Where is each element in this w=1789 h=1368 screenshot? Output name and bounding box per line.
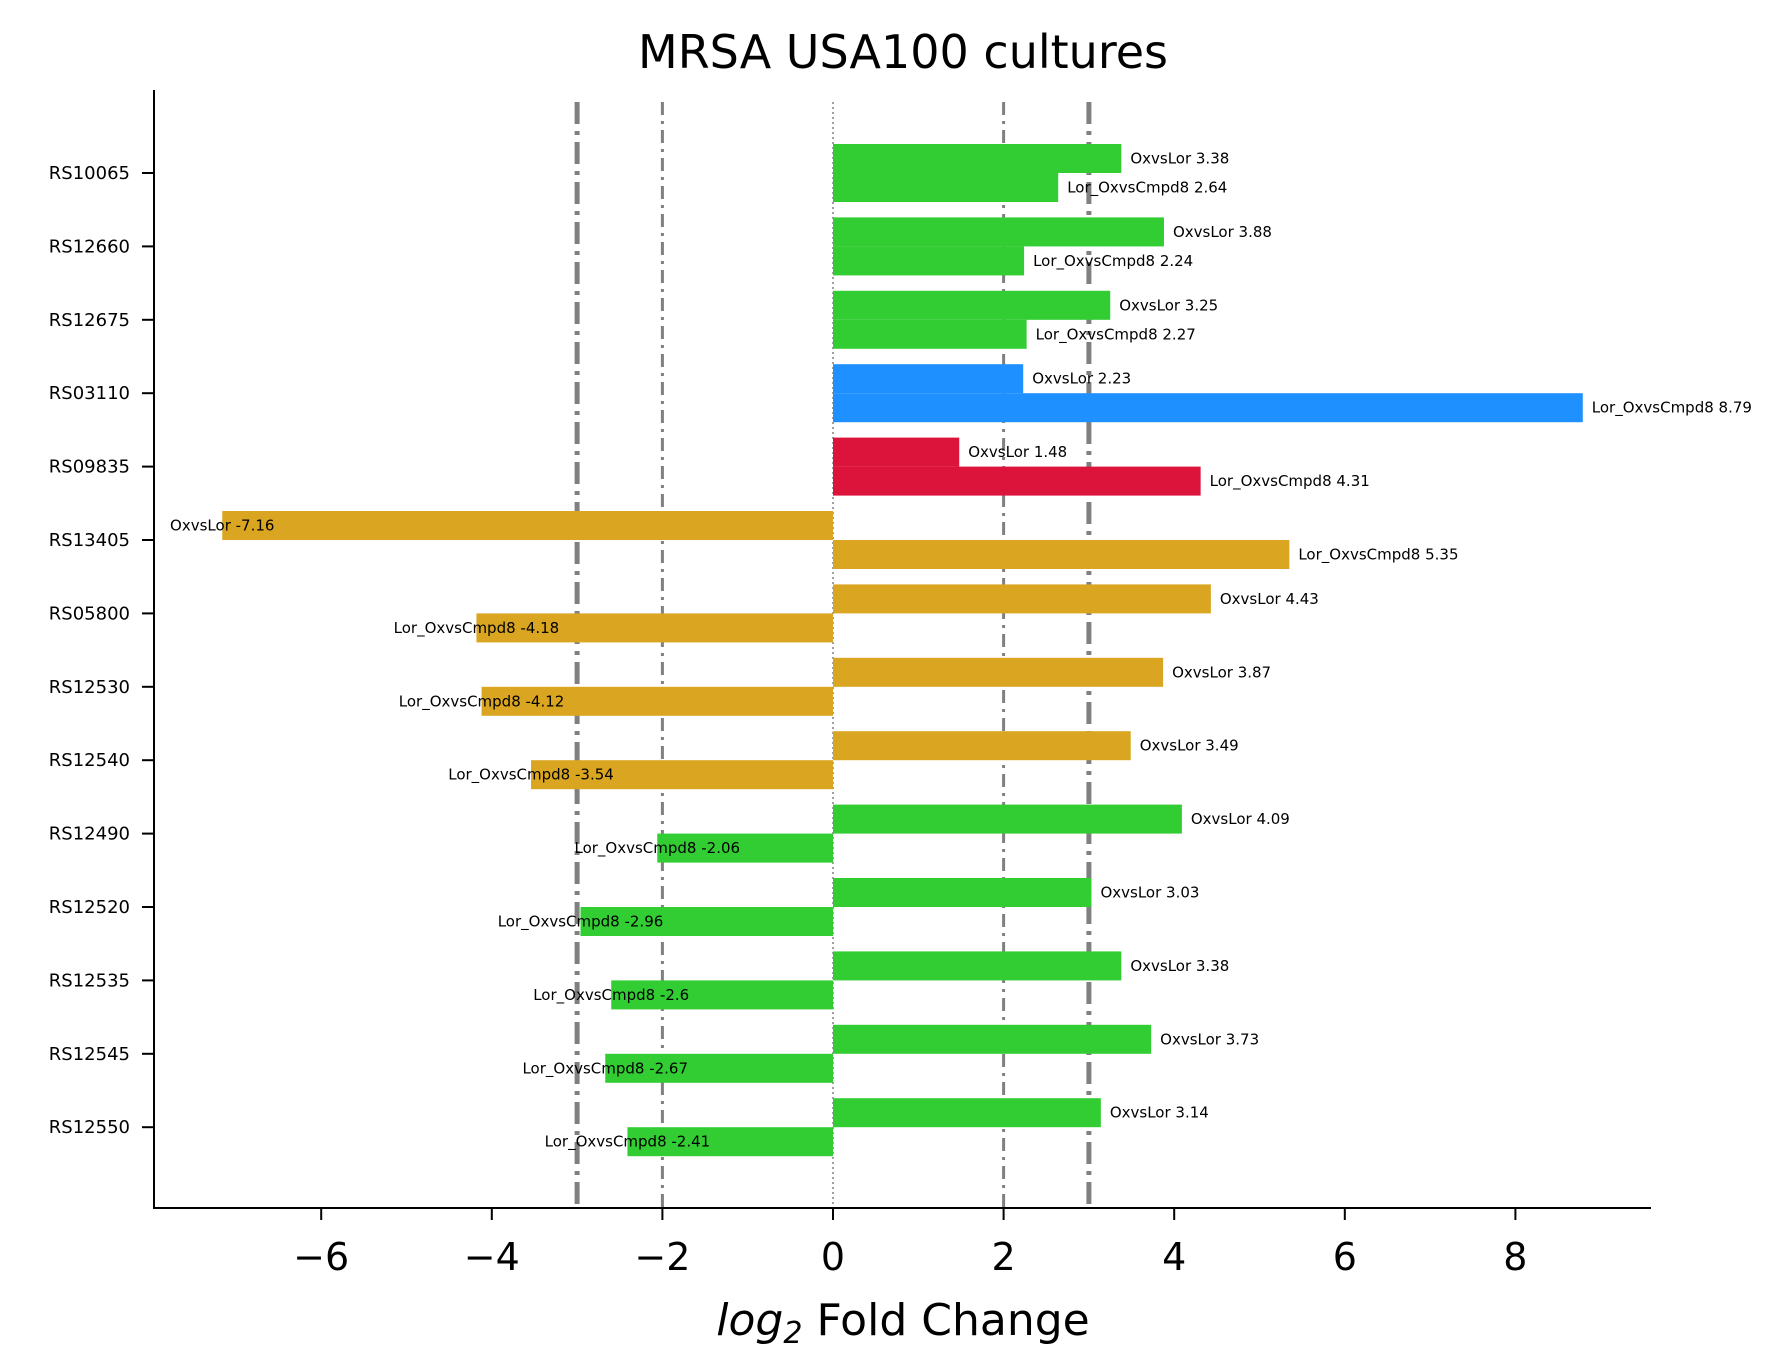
- x-axis-label: log2 Fold Change: [716, 1295, 1089, 1351]
- bar-rs12545-lor_oxvscmpd8: [605, 1053, 833, 1083]
- x-tick-label: 0: [821, 1235, 845, 1279]
- bar-label-rs13405-lor_oxvscmpd8: Lor_OxvsCmpd8 5.35: [1298, 546, 1458, 565]
- bar-label-rs12660-oxvslor: OxvsLor 3.88: [1173, 223, 1272, 241]
- reference-lines: [574, 102, 1092, 1208]
- bar-label-rs12535-lor_oxvscmpd8: Lor_OxvsCmpd8 -2.6: [533, 986, 689, 1005]
- x-tick-label: 4: [1162, 1235, 1186, 1279]
- bar-label-rs09835-oxvslor: OxvsLor 1.48: [968, 443, 1067, 461]
- bar-rs03110-oxvslor: [833, 364, 1024, 394]
- bar-label-rs10065-oxvslor: OxvsLor 3.38: [1130, 150, 1229, 168]
- bar-rs13405-lor_oxvscmpd8: [833, 540, 1290, 569]
- y-tick-label: RS12490: [49, 824, 130, 845]
- y-tick-label: RS12540: [49, 750, 130, 771]
- bar-rs09835-lor_oxvscmpd8: [833, 466, 1201, 496]
- bar-label-rs12535-oxvslor: OxvsLor 3.38: [1130, 957, 1229, 975]
- axes: [153, 90, 1651, 1209]
- bar-rs13405-oxvslor: [222, 511, 833, 540]
- y-tick-label: RS12550: [49, 1117, 130, 1138]
- bar-labels: OxvsLor 3.38 Lor_OxvsCmpd8 2.64 OxvsLor 3.…: [170, 150, 1752, 1152]
- bar-rs12545-oxvslor: [833, 1024, 1152, 1054]
- y-ticks: RS10065 RS12660 RS12675 RS03110 RS09835 RS134…: [49, 163, 154, 1138]
- bar-rs12540-oxvslor: [833, 731, 1131, 761]
- bar-rs12675-lor_oxvscmpd8: [833, 319, 1027, 349]
- y-tick-label: RS03110: [49, 383, 130, 404]
- bar-rs05800-lor_oxvscmpd8: [476, 613, 833, 643]
- bar-rs12535-oxvslor: [833, 951, 1122, 981]
- bar-rs12675-oxvslor: [833, 290, 1111, 320]
- bar-label-rs12490-oxvslor: OxvsLor 4.09: [1191, 810, 1290, 828]
- bar-rs12530-lor_oxvscmpd8: [481, 686, 833, 716]
- bar-label-rs03110-oxvslor: OxvsLor 2.23: [1032, 370, 1131, 388]
- x-axis-label-rest: Fold Change: [802, 1295, 1089, 1346]
- bars: [222, 144, 1583, 1157]
- bar-label-rs12675-oxvslor: OxvsLor 3.25: [1119, 296, 1218, 314]
- bar-label-rs09835-lor_oxvscmpd8: Lor_OxvsCmpd8 4.31: [1210, 472, 1370, 491]
- bar-label-rs12490-lor_oxvscmpd8: Lor_OxvsCmpd8 -2.06: [574, 839, 740, 858]
- x-tick-label: −4: [464, 1235, 520, 1279]
- bar-label-rs12520-lor_oxvscmpd8: Lor_OxvsCmpd8 -2.96: [498, 913, 664, 932]
- x-tick-label: 8: [1503, 1235, 1527, 1279]
- bar-label-rs12675-lor_oxvscmpd8: Lor_OxvsCmpd8 2.27: [1036, 325, 1196, 344]
- y-tick-label: RS12545: [49, 1044, 130, 1065]
- bar-label-rs12540-lor_oxvscmpd8: Lor_OxvsCmpd8 -3.54: [448, 766, 614, 785]
- bar-rs12660-oxvslor: [833, 217, 1164, 247]
- bar-label-rs05800-lor_oxvscmpd8: Lor_OxvsCmpd8 -4.18: [394, 619, 560, 638]
- x-axis-label-subscript: 2: [783, 1316, 802, 1351]
- bar-label-rs12530-lor_oxvscmpd8: Lor_OxvsCmpd8 -4.12: [399, 692, 565, 711]
- bar-rs12490-lor_oxvscmpd8: [657, 833, 833, 863]
- x-axis-label-italic: log: [716, 1295, 783, 1346]
- y-tick-label: RS12530: [49, 677, 130, 698]
- bar-rs10065-lor_oxvscmpd8: [833, 173, 1059, 202]
- x-tick-label: −6: [293, 1235, 349, 1279]
- y-tick-label: RS05800: [49, 603, 130, 624]
- y-tick-label: RS09835: [49, 457, 130, 478]
- bar-rs12535-lor_oxvscmpd8: [611, 980, 833, 1010]
- bar-label-rs12530-oxvslor: OxvsLor 3.87: [1172, 663, 1271, 681]
- bar-label-rs13405-oxvslor: OxvsLor -7.16: [170, 517, 274, 535]
- bar-rs05800-oxvslor: [833, 584, 1211, 614]
- chart-title: MRSA USA100 cultures: [638, 25, 1168, 79]
- x-tick-label: 6: [1333, 1235, 1357, 1279]
- x-ticks: −6 −4 −2 0 2 4 6 8: [293, 1208, 1527, 1279]
- bar-rs03110-lor_oxvscmpd8: [833, 393, 1583, 423]
- bar-rs12490-oxvslor: [833, 804, 1182, 834]
- bar-label-rs12540-oxvslor: OxvsLor 3.49: [1140, 737, 1239, 755]
- y-tick-label: RS12660: [49, 236, 130, 257]
- y-tick-label: RS13405: [49, 530, 130, 551]
- bar-label-rs03110-lor_oxvscmpd8: Lor_OxvsCmpd8 8.79: [1592, 399, 1752, 418]
- bar-label-rs12660-lor_oxvscmpd8: Lor_OxvsCmpd8 2.24: [1033, 252, 1193, 271]
- bar-rs12660-lor_oxvscmpd8: [833, 246, 1025, 276]
- bar-rs12550-oxvslor: [833, 1098, 1101, 1128]
- bar-rs12520-lor_oxvscmpd8: [580, 907, 833, 936]
- bar-rs09835-oxvslor: [833, 437, 960, 467]
- bar-label-rs12550-lor_oxvscmpd8: Lor_OxvsCmpd8 -2.41: [545, 1133, 711, 1152]
- bar-label-rs10065-lor_oxvscmpd8: Lor_OxvsCmpd8 2.64: [1067, 179, 1227, 198]
- bar-label-rs12545-oxvslor: OxvsLor 3.73: [1160, 1030, 1259, 1048]
- x-tick-label: −2: [634, 1235, 690, 1279]
- bar-rs12550-lor_oxvscmpd8: [627, 1127, 833, 1157]
- y-tick-label: RS12520: [49, 897, 130, 918]
- bar-rs12520-oxvslor: [833, 878, 1092, 907]
- bar-rs12530-oxvslor: [833, 657, 1164, 687]
- bar-label-rs12520-oxvslor: OxvsLor 3.03: [1100, 884, 1199, 902]
- y-tick-label: RS12535: [49, 970, 130, 991]
- x-tick-label: 2: [992, 1235, 1016, 1279]
- bar-rs10065-oxvslor: [833, 144, 1122, 173]
- bar-label-rs05800-oxvslor: OxvsLor 4.43: [1220, 590, 1319, 608]
- bar-label-rs12550-oxvslor: OxvsLor 3.14: [1110, 1104, 1209, 1122]
- y-tick-label: RS10065: [49, 163, 130, 184]
- bar-label-rs12545-lor_oxvscmpd8: Lor_OxvsCmpd8 -2.67: [522, 1059, 688, 1078]
- y-tick-label: RS12675: [49, 310, 130, 331]
- bar-rs12540-lor_oxvscmpd8: [531, 760, 833, 790]
